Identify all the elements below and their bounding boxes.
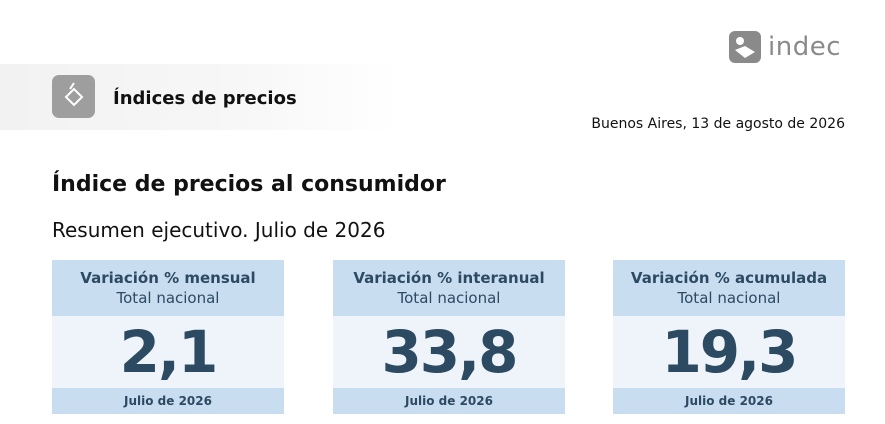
section-title: Índices de precios <box>113 88 297 109</box>
card-period: Julio de 2026 <box>333 388 565 414</box>
card-subheading: Total nacional <box>116 289 220 307</box>
card-subheading: Total nacional <box>397 289 501 307</box>
card-subheading: Total nacional <box>677 289 781 307</box>
section-icon <box>52 75 95 118</box>
stat-card: Variación % acumulada Total nacional 19,3 J… <box>613 260 845 414</box>
card-heading: Variación % acumulada <box>630 269 828 287</box>
logo-text: indec <box>768 32 841 62</box>
card-value: 33,8 <box>381 318 518 386</box>
card-heading: Variación % mensual <box>80 269 256 287</box>
card-header: Variación % acumulada Total nacional <box>613 260 845 316</box>
card-value: 2,1 <box>119 318 219 386</box>
card-heading: Variación % interanual <box>353 269 545 287</box>
card-header: Variación % mensual Total nacional <box>52 260 284 316</box>
date: Buenos Aires, 13 de agosto de 2026 <box>591 116 845 132</box>
title: Índice de precios al consumidor <box>52 172 446 197</box>
stat-card: Variación % interanual Total nacional 33,8… <box>333 260 565 414</box>
card-value: 19,3 <box>661 318 798 386</box>
subtitle: Resumen ejecutivo. Julio de 2026 <box>52 218 386 242</box>
logo: indec <box>728 30 841 64</box>
logo-icon <box>729 31 761 63</box>
card-period: Julio de 2026 <box>613 388 845 414</box>
card-period: Julio de 2026 <box>52 388 284 414</box>
card-header: Variación % interanual Total nacional <box>333 260 565 316</box>
stat-card: Variación % mensual Total nacional 2,1 Juli… <box>52 260 284 414</box>
